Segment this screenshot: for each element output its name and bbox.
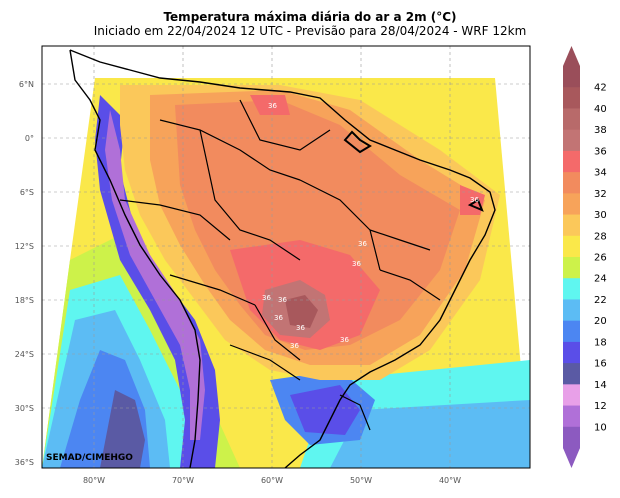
lon-tick: 50°W: [350, 476, 372, 485]
lon-tick: 80°W: [83, 476, 105, 485]
contour-label: 36: [358, 240, 367, 248]
lat-tick: 6°N: [19, 80, 34, 89]
colorbar-label: 20: [594, 316, 607, 327]
colorbar-label: 26: [594, 253, 607, 264]
north-hot: [250, 95, 290, 115]
lat-tick: 6°S: [20, 188, 34, 197]
colorbar-label: 24: [594, 274, 607, 285]
colorbar-segment: [563, 193, 580, 216]
colorbar-segment: [563, 66, 580, 88]
contour-labels: 36 36 36 36 36 36 36 36 36 36: [262, 102, 479, 350]
colorbar-label: 16: [594, 359, 607, 370]
northeast-hot: [460, 185, 485, 215]
colorbar-label: 40: [594, 104, 607, 115]
map-frame: [41, 45, 531, 469]
south-ocean-blue: [330, 400, 530, 468]
lat-tick: 18°S: [15, 296, 34, 305]
contour-label: 36: [352, 260, 361, 268]
colorbar-label: 28: [594, 231, 607, 242]
lat-tick-labels: 6°N 0° 6°S 12°S 18°S 24°S 30°S 36°S: [15, 80, 34, 467]
colorbar-label: 36: [594, 146, 607, 157]
colorbar-segment: [563, 426, 580, 449]
colorbar-label: 10: [594, 422, 607, 433]
lat-tick: 0°: [25, 134, 34, 143]
contour-label: 36: [470, 196, 479, 204]
colorbar-bottom-arrow: [563, 448, 580, 468]
lat-tick: 24°S: [15, 350, 34, 359]
temperature-field: [42, 78, 530, 468]
andes-coldest: [105, 110, 205, 440]
colorbar-segment: [563, 108, 580, 131]
colorbar-segment: [563, 150, 580, 173]
map-title: Temperatura máxima diária do ar a 2m (°C…: [163, 10, 457, 24]
lon-tick: 70°W: [172, 476, 194, 485]
continent-hot-40: [285, 295, 318, 328]
colorbar: 42 40 38 36 34 32 30 28 26 24 22 20 18 16 14 12 10: [563, 46, 607, 468]
lat-tick: 36°S: [15, 458, 34, 467]
colorbar-segment: [563, 257, 580, 279]
colorbar-label: 14: [594, 380, 607, 391]
graticule: [42, 46, 530, 468]
colorbar-label: 12: [594, 401, 607, 412]
lake-and-islands: [343, 130, 484, 212]
contour-label: 36: [296, 324, 305, 332]
national-borders: [119, 99, 441, 431]
colorbar-segment: [563, 278, 580, 300]
contour-label: 36: [290, 342, 299, 350]
colorbar-segment: [563, 363, 580, 385]
colorbar-segment: [563, 384, 580, 407]
contour-label: 36: [278, 296, 287, 304]
colorbar-segment: [563, 129, 580, 152]
colorbar-label: 38: [594, 125, 607, 136]
colorbar-label: 22: [594, 295, 607, 306]
lat-tick: 12°S: [15, 242, 34, 251]
contour-label: 36: [274, 314, 283, 322]
borders: [69, 49, 496, 468]
colorbar-label: 30: [594, 210, 607, 221]
credit-label: SEMAD/CIMEHGO: [46, 453, 133, 463]
contour-label: 36: [262, 294, 271, 302]
contour-label: 36: [268, 102, 277, 110]
colorbar-label: 32: [594, 189, 607, 200]
colorbar-segment: [563, 214, 580, 237]
lon-tick-labels: 80°W 70°W 60°W 50°W 40°W: [83, 476, 461, 485]
colorbar-label: 34: [594, 168, 607, 179]
colorbar-segment: [563, 172, 580, 194]
colorbar-top-arrow: [563, 46, 580, 66]
colorbar-segment: [563, 405, 580, 428]
colorbar-segment: [563, 299, 580, 322]
lon-tick: 60°W: [261, 476, 283, 485]
pacific-cool-5: [100, 390, 145, 468]
colorbar-segment: [563, 341, 580, 364]
colorbar-segment: [563, 320, 580, 343]
colorbar-label: 18: [594, 337, 607, 348]
colorbar-segment: [563, 87, 580, 109]
colorbar-label: 42: [594, 83, 607, 94]
map-subtitle: Iniciado em 22/04/2024 12 UTC - Previsão…: [93, 24, 527, 38]
colorbar-segment: [563, 235, 580, 258]
continent-coastline: [69, 49, 496, 468]
contour-label: 36: [340, 336, 349, 344]
lat-tick: 30°S: [15, 404, 34, 413]
lon-tick: 40°W: [439, 476, 461, 485]
